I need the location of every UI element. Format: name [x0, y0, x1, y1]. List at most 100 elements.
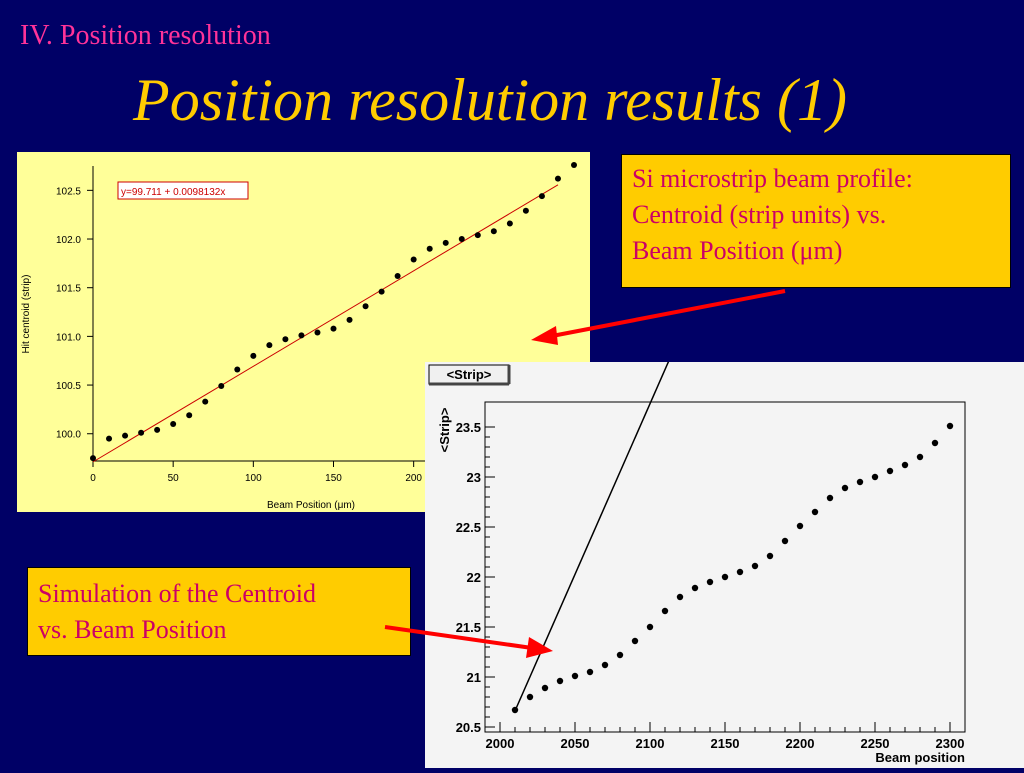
y-axis-label: Hit centroid (strip): [21, 275, 32, 354]
y-tick-label: 22.5: [456, 520, 481, 535]
arrow-head-simulation: [526, 637, 553, 658]
y-tick-label: 101.5: [56, 284, 81, 295]
data-point: [616, 651, 624, 659]
arrow-to-simulation-chart: [384, 625, 533, 650]
slide-title: Position resolution results (1): [133, 67, 847, 133]
data-point: [138, 429, 145, 436]
x-tick-label: 2250: [861, 736, 890, 751]
data-point: [426, 245, 433, 252]
y-tick-label: 102.5: [56, 186, 81, 197]
data-point: [811, 508, 819, 516]
fit-line: [92, 184, 559, 463]
fit-label: y=99.711 + 0.0098132x: [121, 187, 225, 198]
data-point: [841, 484, 849, 492]
y-tick-label: 21.5: [456, 620, 481, 635]
data-point: [751, 562, 759, 570]
data-point: [458, 236, 465, 243]
data-point: [170, 421, 177, 428]
data-point: [442, 239, 449, 246]
x-tick-label: 2100: [636, 736, 665, 751]
data-point: [571, 162, 577, 169]
data-point: [266, 342, 273, 349]
x-axis-label: Beam position: [875, 750, 965, 765]
data-point: [871, 473, 879, 481]
fit-label-box: [117, 181, 249, 200]
simulation-callout-line1: Simulation of the Centroid: [38, 579, 317, 608]
data-point: [721, 573, 729, 581]
data-point: [234, 366, 241, 373]
simulation-chart-svg: <Strip> 2000 2050 2100 2150 2200 2250 2300 20.5…: [428, 0, 966, 765]
data-point: [796, 522, 804, 530]
y-tick-label: 100.0: [56, 430, 81, 441]
data-point: [916, 453, 924, 461]
data-point: [526, 693, 534, 701]
data-point: [541, 684, 549, 692]
histogram-title: <Strip>: [447, 367, 492, 382]
data-point: [490, 228, 497, 235]
data-point: [646, 623, 654, 631]
x-tick-label: 2300: [936, 736, 965, 751]
data-point: [886, 467, 894, 475]
data-point: [362, 303, 369, 310]
data-point: [826, 494, 834, 502]
measured-callout-line3: Beam Position (μm): [632, 236, 843, 265]
simulation-chart: <Strip> 2000 2050 2100 2150 2200 2250 2300 20.5…: [425, 0, 1024, 768]
data-point: [154, 426, 161, 433]
data-point: [346, 316, 353, 323]
data-point: [474, 232, 481, 239]
data-point: [736, 568, 744, 576]
data-point: [298, 332, 305, 339]
x-tick-label: 2050: [561, 736, 590, 751]
y-tick-label: 22: [467, 570, 481, 585]
data-point: [506, 220, 513, 227]
data-point: [186, 412, 193, 419]
data-point: [250, 352, 257, 359]
data-point: [691, 584, 699, 592]
y-tick-label: 23.5: [456, 420, 481, 435]
data-point: [661, 607, 669, 615]
y-tick-label: 21: [467, 670, 481, 685]
x-tick-label: 150: [325, 473, 342, 484]
section-heading: IV. Position resolution: [20, 20, 271, 51]
measured-callout-line1: Si microstrip beam profile:: [632, 164, 913, 193]
data-point: [556, 677, 564, 685]
data-point: [218, 383, 225, 390]
data-point: [202, 398, 209, 405]
x-tick-label: 200: [405, 473, 422, 484]
measured-callout: Si microstrip beam profile: Centroid (st…: [621, 154, 1011, 288]
data-point: [538, 193, 545, 200]
measured-callout-line2: Centroid (strip units) vs.: [632, 200, 887, 229]
data-point: [330, 325, 337, 332]
data-point: [106, 435, 113, 442]
data-point: [901, 461, 909, 469]
data-point: [631, 637, 639, 645]
x-tick-label: 0: [90, 473, 96, 484]
data-point: [410, 256, 417, 263]
y-tick-label: 102.0: [56, 235, 81, 246]
data-point: [571, 672, 579, 680]
data-point: [781, 537, 789, 545]
data-point: [586, 668, 594, 676]
data-point: [706, 578, 714, 586]
y-tick-label: 100.5: [56, 381, 81, 392]
data-point: [90, 455, 96, 462]
arrow-head-measured: [531, 326, 558, 345]
data-point: [314, 329, 321, 336]
data-point: [511, 706, 519, 714]
data-point: [378, 288, 385, 295]
data-point: [122, 432, 129, 439]
y-tick-label: 101.0: [56, 332, 81, 343]
simulation-callout-line2: vs. Beam Position: [38, 615, 227, 644]
data-point: [766, 552, 774, 560]
y-axis-label: <Strip>: [437, 407, 452, 452]
data-point: [282, 336, 289, 343]
data-point: [676, 593, 684, 601]
x-tick-label: 100: [245, 473, 262, 484]
measured-chart-svg: 0 50 100 150 200 100.0 100.5 101.0 101.5 102.0 102…: [21, 162, 577, 511]
data-point: [931, 439, 939, 447]
data-point: [946, 422, 954, 430]
x-tick-label: 50: [168, 473, 180, 484]
x-tick-label: 2000: [486, 736, 515, 751]
data-point: [601, 661, 609, 669]
